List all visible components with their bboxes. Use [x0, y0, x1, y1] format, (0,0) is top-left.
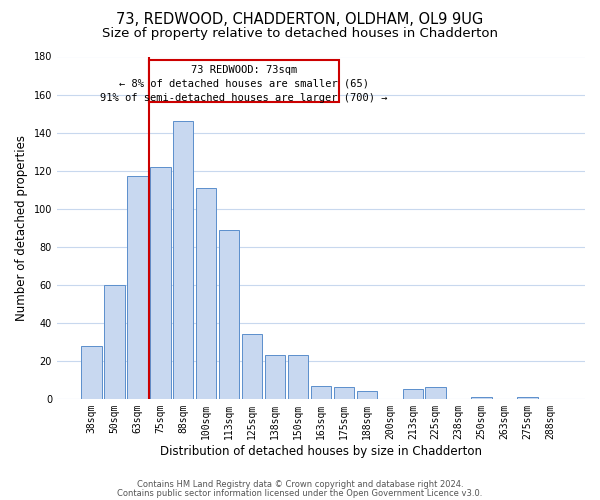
Text: 73, REDWOOD, CHADDERTON, OLDHAM, OL9 9UG: 73, REDWOOD, CHADDERTON, OLDHAM, OL9 9UG	[116, 12, 484, 28]
Text: Size of property relative to detached houses in Chadderton: Size of property relative to detached ho…	[102, 28, 498, 40]
Y-axis label: Number of detached properties: Number of detached properties	[15, 134, 28, 320]
Bar	[334, 388, 354, 399]
Bar	[265, 355, 286, 399]
Bar	[425, 388, 446, 399]
Bar	[173, 121, 193, 399]
Bar	[242, 334, 262, 399]
Bar	[127, 176, 148, 399]
Bar	[219, 230, 239, 399]
Bar	[517, 397, 538, 399]
Text: Contains HM Land Registry data © Crown copyright and database right 2024.: Contains HM Land Registry data © Crown c…	[137, 480, 463, 489]
Bar	[81, 346, 101, 399]
Bar	[403, 390, 423, 399]
FancyBboxPatch shape	[149, 60, 340, 102]
Text: Contains public sector information licensed under the Open Government Licence v3: Contains public sector information licen…	[118, 488, 482, 498]
Bar	[356, 391, 377, 399]
Bar	[196, 188, 217, 399]
X-axis label: Distribution of detached houses by size in Chadderton: Distribution of detached houses by size …	[160, 444, 482, 458]
Bar	[150, 167, 170, 399]
Bar	[472, 397, 492, 399]
Text: ← 8% of detached houses are smaller (65): ← 8% of detached houses are smaller (65)	[119, 78, 369, 88]
Bar	[104, 284, 125, 399]
Text: 73 REDWOOD: 73sqm: 73 REDWOOD: 73sqm	[191, 65, 298, 75]
Bar	[311, 386, 331, 399]
Bar	[287, 355, 308, 399]
Text: 91% of semi-detached houses are larger (700) →: 91% of semi-detached houses are larger (…	[100, 92, 388, 102]
